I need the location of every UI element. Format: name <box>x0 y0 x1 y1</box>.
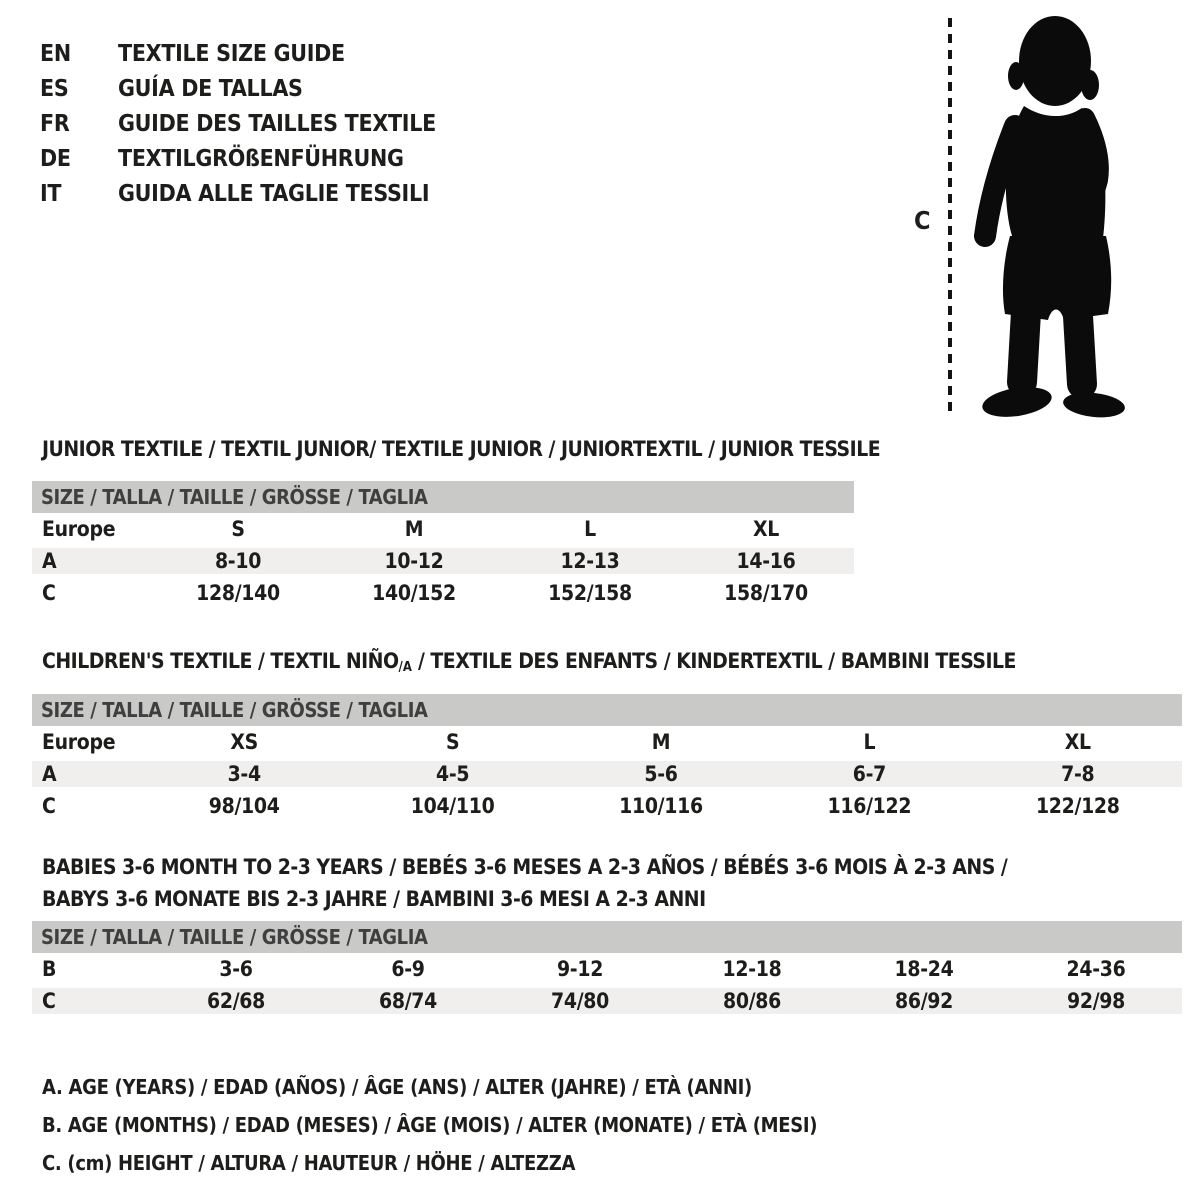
table-cell: 80/86 <box>723 989 781 1013</box>
language-code: IT <box>40 180 62 207</box>
table-cell: 24-36 <box>1066 957 1126 981</box>
language-code: EN <box>40 40 71 67</box>
language-title: TEXTILGRÖßENFÜHRUNG <box>118 145 404 172</box>
junior-textile-section: JUNIOR TEXTILE / TEXTIL JUNIOR/ TEXTILE … <box>32 436 881 609</box>
row-label: C <box>42 581 56 605</box>
table-cell: 110/116 <box>619 794 703 818</box>
table-cell: 3-6 <box>219 957 253 981</box>
table-cell: L <box>863 730 876 754</box>
table-cell: 7-8 <box>1061 762 1095 786</box>
table-cell: 12-18 <box>722 957 782 981</box>
row-label: C <box>42 989 56 1013</box>
table-cell: 74/80 <box>551 989 609 1013</box>
table-cell: 92/98 <box>1067 989 1125 1013</box>
table-cell: L <box>584 517 596 541</box>
legend-line-b: B. AGE (MONTHS) / EDAD (MESES) / ÂGE (MO… <box>42 1113 818 1137</box>
children-section-title: CHILDREN'S TEXTILE / TEXTIL NIÑO/A / TEX… <box>32 648 1182 678</box>
legend-line-c: C. (cm) HEIGHT / ALTURA / HAUTEUR / HÖHE… <box>42 1151 576 1175</box>
language-code: FR <box>40 110 70 137</box>
language-title: GUIDE DES TAILLES TEXTILE <box>118 110 436 137</box>
toddler-silhouette <box>974 16 1125 418</box>
table-row: C 128/140 140/152 152/158 158/170 <box>32 577 854 609</box>
table-cell: 152/158 <box>548 581 632 605</box>
table-cell: 8-10 <box>214 549 262 573</box>
junior-size-header-bar: SIZE / TALLA / TAILLE / GRÖSSE / TAGLIA <box>32 481 854 513</box>
table-row: B 3-6 6-9 9-12 12-18 18-24 24-36 <box>32 953 1182 985</box>
table-cell: 104/110 <box>410 794 495 818</box>
table-cell: 4-5 <box>435 762 470 786</box>
language-row-de: DE TEXTILGRÖßENFÜHRUNG <box>40 141 436 176</box>
row-label: Europe <box>42 730 116 754</box>
language-row-es: ES GUÍA DE TALLAS <box>40 71 436 106</box>
row-label: A <box>42 762 57 786</box>
babies-size-header-bar: SIZE / TALLA / TAILLE / GRÖSSE / TAGLIA <box>32 921 1182 953</box>
language-header: EN TEXTILE SIZE GUIDE ES GUÍA DE TALLAS … <box>40 36 436 211</box>
table-cell: 86/92 <box>895 989 953 1013</box>
table-cell: XL <box>1064 730 1091 754</box>
height-measure-label: C <box>914 206 931 235</box>
table-cell: M <box>651 730 671 754</box>
legend-line-a: A. AGE (YEARS) / EDAD (AÑOS) / ÂGE (ANS)… <box>42 1075 752 1099</box>
children-title-subscript: /A <box>398 660 412 675</box>
table-cell: 14-16 <box>736 549 796 573</box>
table-row: A 3-4 4-5 5-6 6-7 7-8 <box>32 758 1182 790</box>
table-cell: 140/152 <box>372 581 456 605</box>
language-row-en: EN TEXTILE SIZE GUIDE <box>40 36 436 71</box>
table-row: A 8-10 10-12 12-13 14-16 <box>32 545 854 577</box>
table-cell: 158/170 <box>724 581 808 605</box>
language-code: ES <box>40 75 69 102</box>
row-label: C <box>42 794 56 818</box>
language-row-it: IT GUIDA ALLE TAGLIE TESSILI <box>40 176 436 211</box>
table-row: C 62/68 68/74 74/80 80/86 86/92 92/98 <box>32 985 1182 1017</box>
table-cell: 122/128 <box>1035 794 1120 818</box>
children-title-part1: CHILDREN'S TEXTILE / TEXTIL NIÑO <box>42 649 399 673</box>
language-row-fr: FR GUIDE DES TAILLES TEXTILE <box>40 106 436 141</box>
table-row: Europe XS S M L XL <box>32 726 1182 758</box>
table-cell: 10-12 <box>384 549 444 573</box>
table-cell: 68/74 <box>379 989 437 1013</box>
table-cell: 18-24 <box>894 957 954 981</box>
table-cell: M <box>404 517 424 541</box>
table-cell: XL <box>752 517 779 541</box>
children-title-part2: / TEXTILE DES ENFANTS / KINDERTEXTIL / B… <box>411 649 1017 673</box>
language-title: GUIDA ALLE TAGLIE TESSILI <box>118 180 430 207</box>
children-textile-section: CHILDREN'S TEXTILE / TEXTIL NIÑO/A / TEX… <box>32 648 1182 822</box>
babies-section-title-line1: BABIES 3-6 MONTH TO 2-3 YEARS / BEBÉS 3-… <box>42 855 1008 879</box>
language-code: DE <box>40 145 71 172</box>
language-title: TEXTILE SIZE GUIDE <box>118 40 345 67</box>
table-cell: 62/68 <box>207 989 265 1013</box>
row-label: A <box>42 549 57 573</box>
table-cell: S <box>445 730 460 754</box>
table-cell: 12-13 <box>560 549 620 573</box>
language-title: GUÍA DE TALLAS <box>118 75 303 102</box>
children-size-header-bar: SIZE / TALLA / TAILLE / GRÖSSE / TAGLIA <box>32 694 1182 726</box>
table-row: C 98/104 104/110 110/116 116/122 122/128 <box>32 790 1182 822</box>
table-cell: 6-9 <box>391 957 425 981</box>
table-cell: 9-12 <box>556 957 604 981</box>
row-label: B <box>42 957 57 981</box>
table-cell: 98/104 <box>208 794 280 818</box>
measurement-legend: A. AGE (YEARS) / EDAD (AÑOS) / ÂGE (ANS)… <box>42 1068 818 1182</box>
junior-section-title: JUNIOR TEXTILE / TEXTIL JUNIOR/ TEXTILE … <box>42 437 881 461</box>
table-cell: 128/140 <box>196 581 280 605</box>
table-cell: 3-4 <box>227 762 262 786</box>
table-row: Europe S M L XL <box>32 513 854 545</box>
babies-section-title-line2: BABYS 3-6 MONATE BIS 2-3 JAHRE / BAMBINI… <box>42 887 706 911</box>
babies-textile-section: BABIES 3-6 MONTH TO 2-3 YEARS / BEBÉS 3-… <box>32 851 1182 1017</box>
table-cell: 6-7 <box>852 762 887 786</box>
table-cell: XS <box>230 730 258 754</box>
table-cell: 5-6 <box>644 762 678 786</box>
table-cell: S <box>231 517 245 541</box>
table-cell: 116/122 <box>827 794 912 818</box>
row-label: Europe <box>42 517 116 541</box>
dashed-measure-line <box>948 18 952 415</box>
